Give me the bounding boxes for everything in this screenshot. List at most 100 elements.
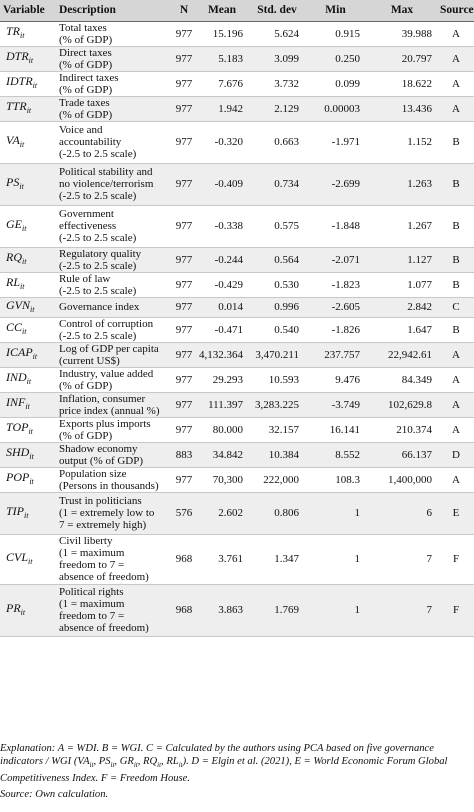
- max-cell: 1.127: [366, 247, 438, 273]
- mean-cell: -0.320: [195, 121, 249, 164]
- std-dev-cell: 0.806: [249, 492, 305, 535]
- table-row: INFit Inflation, consumer price index (an…: [0, 392, 474, 418]
- mean-cell: 3.863: [195, 584, 249, 637]
- variable-symbol: IDTR: [6, 74, 33, 88]
- n-cell: 968: [173, 584, 195, 637]
- min-cell: -1.826: [305, 317, 366, 343]
- source-cell: B: [438, 317, 474, 343]
- variable-symbol: TTR: [6, 99, 27, 113]
- variable-cell: TTRit: [0, 96, 56, 122]
- std-dev-cell: 0.564: [249, 247, 305, 273]
- max-cell: 20.797: [366, 46, 438, 72]
- min-cell: -1.823: [305, 272, 366, 298]
- max-cell: 1.077: [366, 272, 438, 298]
- description-cell: Political rights (1 = maximum freedom to…: [56, 584, 173, 637]
- min-cell: 0.00003: [305, 96, 366, 122]
- min-cell: -2.699: [305, 163, 366, 206]
- variable-subscript: it: [28, 427, 33, 436]
- min-cell: 9.476: [305, 367, 366, 393]
- std-dev-cell: 3.732: [249, 71, 305, 97]
- table-row: RLit Rule of law (-2.5 to 2.5 scale) 977 -0…: [0, 272, 474, 298]
- std-dev-cell: 3,283.225: [249, 392, 305, 418]
- n-cell: 977: [173, 417, 195, 443]
- source-cell: F: [438, 584, 474, 637]
- variable-cell: IDTRit: [0, 71, 56, 97]
- description-cell: Total taxes (% of GDP): [56, 21, 173, 47]
- source-cell: B: [438, 247, 474, 273]
- n-cell: 977: [173, 342, 195, 368]
- min-cell: 237.757: [305, 342, 366, 368]
- n-cell: 977: [173, 247, 195, 273]
- std-dev-cell: 3.099: [249, 46, 305, 72]
- variable-subscript: it: [19, 181, 24, 191]
- description-cell: Industry, value added (% of GDP): [56, 367, 173, 393]
- source-note: Source: Own calculation.: [0, 789, 109, 801]
- description-cell: Population size (Persons in thousands): [56, 467, 173, 493]
- variable-symbol: GE: [6, 216, 22, 231]
- mean-cell: -0.429: [195, 272, 249, 298]
- table-row: IDTRit Indirect taxes (% of GDP) 977 7.676 3…: [0, 71, 474, 97]
- mean-cell: 3.761: [195, 534, 249, 585]
- description-cell: Voice and accountability (-2.5 to 2.5 sc…: [56, 121, 173, 164]
- variable-subscript: it: [28, 556, 33, 566]
- mean-cell: -0.338: [195, 205, 249, 248]
- mean-cell: 29.293: [195, 367, 249, 393]
- max-cell: 7: [366, 534, 438, 585]
- description-cell: Shadow economy output (% of GDP): [56, 442, 173, 468]
- table-row: CVLit Civil liberty (1 = maximum freedom …: [0, 534, 474, 585]
- std-dev-cell: 0.540: [249, 317, 305, 343]
- std-dev-cell: 32.157: [249, 417, 305, 443]
- variable-symbol: TIP: [6, 503, 24, 518]
- mean-cell: 1.942: [195, 96, 249, 122]
- variable-subscript: it: [22, 223, 27, 233]
- variable-symbol: CC: [6, 320, 23, 334]
- description-cell: Indirect taxes (% of GDP): [56, 71, 173, 97]
- variable-subscript: it: [29, 452, 34, 461]
- max-cell: 7: [366, 584, 438, 637]
- variable-symbol: INF: [6, 395, 26, 409]
- variable-subscript: it: [26, 377, 32, 386]
- min-cell: 0.915: [305, 21, 366, 47]
- description-cell: Exports plus imports (% of GDP): [56, 417, 173, 443]
- min-cell: 108.3: [305, 467, 366, 493]
- source-cell: A: [438, 71, 474, 97]
- n-cell: 977: [173, 317, 195, 343]
- col-header-mean: Mean: [195, 0, 249, 22]
- max-cell: 13.436: [366, 96, 438, 122]
- descriptive-statistics-table: Variable Description N Mean Std. dev Min…: [0, 0, 474, 637]
- mean-cell: 70,300: [195, 467, 249, 493]
- variable-symbol: CVL: [6, 549, 29, 564]
- variable-cell: GVNit: [0, 297, 56, 318]
- variable-cell: VAit: [0, 121, 56, 164]
- mean-cell: -0.409: [195, 163, 249, 206]
- variable-subscript: it: [29, 477, 34, 486]
- n-cell: 977: [173, 121, 195, 164]
- min-cell: 1: [305, 534, 366, 585]
- max-cell: 39.988: [366, 21, 438, 47]
- source-cell: B: [438, 272, 474, 298]
- variable-symbol: POP: [6, 470, 30, 484]
- table-row: SHDit Shadow economy output (% of GDP) 883…: [0, 442, 474, 468]
- table-row: DTRit Direct taxes (% of GDP) 977 5.183 3.09…: [0, 46, 474, 72]
- n-cell: 977: [173, 21, 195, 47]
- col-header-std-dev: Std. dev: [249, 0, 305, 22]
- max-cell: 1.263: [366, 163, 438, 206]
- variable-cell: PRit: [0, 584, 56, 637]
- variable-subscript: it: [20, 282, 25, 291]
- mean-cell: 80.000: [195, 417, 249, 443]
- source-cell: A: [438, 467, 474, 493]
- variable-subscript: it: [32, 352, 38, 361]
- mean-cell: -0.471: [195, 317, 249, 343]
- std-dev-cell: 10.593: [249, 367, 305, 393]
- variable-symbol: VA: [6, 132, 20, 147]
- variable-subscript: it: [30, 304, 35, 314]
- table-row: TIPit Trust in politicians (1 = extremely…: [0, 492, 474, 535]
- max-cell: 6: [366, 492, 438, 535]
- n-cell: 977: [173, 46, 195, 72]
- col-header-variable: Variable: [0, 0, 56, 22]
- table-row: GVNit Governance index 977 0.014 0.996 -2.605…: [0, 297, 474, 318]
- table-body: TRit Total taxes (% of GDP) 977 15.196 5.624…: [0, 21, 474, 637]
- table-row: INDit Industry, value added (% of GDP) 977…: [0, 367, 474, 393]
- description-cell: Government effectiveness (-2.5 to 2.5 sc…: [56, 205, 173, 248]
